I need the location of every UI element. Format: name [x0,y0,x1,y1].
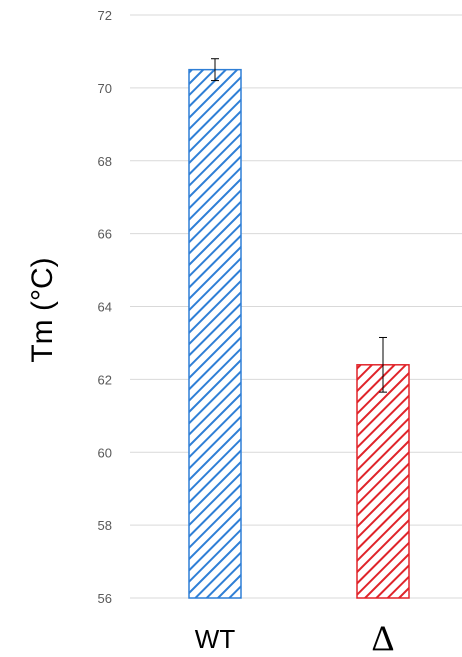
x-category-label: WT [195,624,236,654]
bar-delta [356,364,410,599]
y-tick-label: 60 [98,445,112,460]
x-axis-categories: WT Δ [195,618,395,657]
y-tick-label: 72 [98,8,112,23]
y-axis-label: Tm (°C) [26,257,59,362]
gridlines [130,14,462,599]
bar-wt [188,68,242,599]
y-tick-label: 56 [98,591,112,606]
y-tick-label: 62 [98,372,112,387]
y-tick-label: 70 [98,81,112,96]
error-bars [211,58,387,393]
y-axis-ticks: 56 58 60 62 64 66 68 70 72 [98,8,112,606]
bars [188,68,410,599]
x-category-label: Δ [371,618,394,657]
y-tick-label: 68 [98,154,112,169]
y-tick-label: 66 [98,227,112,242]
y-tick-label: 58 [98,518,112,533]
y-tick-label: 64 [98,300,112,315]
